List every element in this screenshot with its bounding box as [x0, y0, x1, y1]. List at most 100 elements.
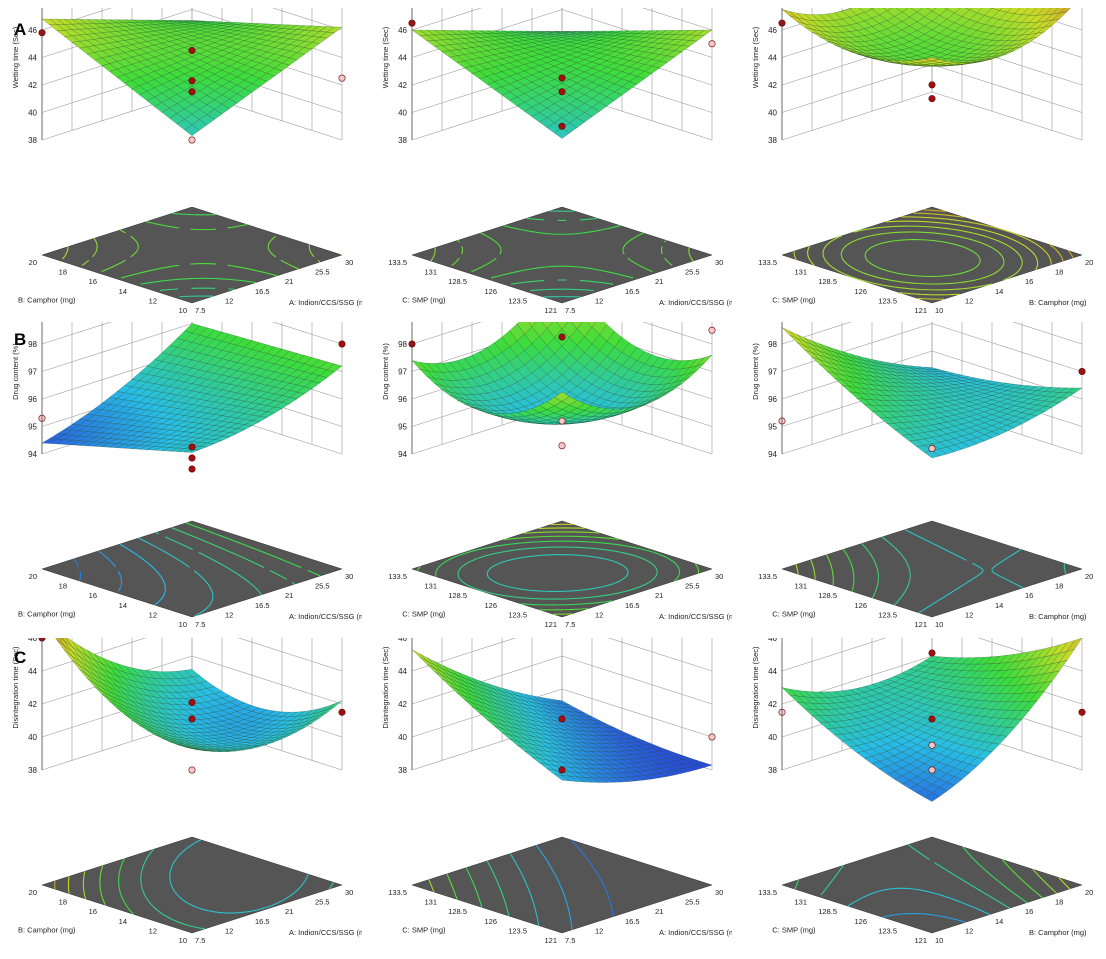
z-gridline	[41, 638, 147, 672]
contour-floor	[41, 206, 343, 304]
x-tick-label: 14	[995, 287, 1003, 296]
design-point	[928, 741, 936, 749]
plot-a2-wetting-time-a-c: 38404244464850Wetting time (Sec)7.51216.…	[372, 8, 732, 326]
plot-b2-drug-content-a-c: 949596979899100Drug content (%)7.51216.5…	[372, 322, 732, 640]
z-axis-label: Drug content (%)	[11, 343, 20, 400]
z-tick-label: 38	[28, 766, 37, 775]
contour-line	[570, 839, 614, 917]
z-tick-label: 44	[28, 54, 37, 63]
y-tick-label: 123.5	[878, 926, 897, 935]
contour-line	[138, 537, 214, 617]
plot-c2-disintegration-time-a-c: 384042444648Disintegration time (Sec)7.5…	[372, 638, 732, 956]
design-point	[558, 715, 566, 723]
z-gridline	[931, 64, 1083, 113]
z-gridline	[781, 91, 933, 141]
design-points	[38, 340, 346, 473]
contour-line	[822, 225, 1023, 291]
contour-floor	[781, 836, 1083, 934]
z-gridline	[272, 322, 343, 345]
x-tick-label: 21	[655, 277, 663, 286]
z-tick-label: 96	[768, 395, 777, 404]
y-axis-label: B: Camphor (mg)	[18, 610, 76, 619]
contour-line	[457, 546, 658, 600]
z-tick-label: 42	[398, 700, 407, 709]
x-tick-label: 12	[225, 926, 233, 935]
x-tick-label: 16	[1025, 277, 1033, 286]
y-tick-label: 128.5	[448, 591, 467, 600]
z-gridline	[272, 8, 343, 31]
x-axis-label: B: Camphor (mg)	[1029, 298, 1087, 307]
design-point	[188, 88, 196, 96]
x-tick-label: 30	[345, 258, 353, 267]
design-point	[188, 443, 196, 451]
contour-line	[465, 867, 483, 908]
contour-line	[794, 846, 1028, 904]
contour-line	[847, 887, 991, 916]
plot-c1-disintegration-time-a-b: 384042444648Disintegration time (Sec)7.5…	[2, 638, 362, 956]
surface-cell	[883, 8, 893, 12]
z-gridline	[191, 655, 343, 705]
y-tick-label: 14	[119, 287, 127, 296]
contour-line	[98, 550, 123, 592]
contour-line	[486, 860, 510, 917]
z-tick-label: 97	[28, 368, 37, 377]
contour-line	[530, 210, 594, 292]
z-tick-label: 44	[28, 667, 37, 676]
chart-area: 38404244464850Wetting time (Sec)10121416…	[751, 8, 1093, 315]
contour-line	[486, 554, 629, 592]
design-point	[928, 715, 936, 723]
y-tick-label: 14	[119, 917, 127, 926]
y-tick-label: 133.5	[388, 888, 407, 897]
y-tick-label: 20	[29, 888, 37, 897]
contour-line	[826, 554, 834, 586]
contour-lines	[430, 210, 694, 298]
contour-line	[185, 522, 321, 577]
y-tick-label: 131	[794, 898, 807, 907]
y-tick-label: 123.5	[508, 296, 527, 305]
z-gridline	[237, 638, 343, 672]
surface-cell	[184, 746, 200, 751]
contour-line	[795, 564, 799, 575]
row-label-a: A	[14, 20, 27, 39]
row-label-b: B	[14, 330, 27, 349]
x-tick-label: 12	[595, 926, 603, 935]
x-tick-label: 25.5	[315, 268, 330, 277]
z-tick-label: 40	[768, 733, 777, 742]
contour-line	[1032, 868, 1057, 894]
design-point	[558, 333, 566, 341]
x-tick-label: 16.5	[255, 287, 270, 296]
y-tick-label: 126	[854, 917, 867, 926]
design-point	[708, 40, 716, 48]
contour-floor	[411, 836, 713, 934]
z-gridline	[411, 322, 482, 345]
contour-floor	[781, 206, 1083, 304]
design-point	[1078, 708, 1086, 716]
design-point	[558, 88, 566, 96]
response-surface	[781, 327, 1083, 459]
z-gridline	[781, 322, 852, 345]
x-axis-label: A: Indion/CCS/SSG (mg)	[289, 928, 362, 937]
surface-cell	[924, 57, 940, 62]
row-label-c: C	[14, 648, 27, 667]
contour-line	[119, 543, 166, 606]
z-gridline	[561, 688, 713, 738]
plot-b3-drug-content-b-c: 949596979899100Drug content (%)101214161…	[742, 322, 1102, 640]
contour-lines	[794, 844, 1071, 923]
y-tick-label: 121	[914, 620, 927, 629]
z-gridline	[931, 323, 1083, 372]
x-tick-label: 18	[1055, 268, 1063, 277]
y-tick-label: 128.5	[818, 907, 837, 916]
surface-cell	[553, 774, 571, 782]
design-point	[338, 74, 346, 82]
contour-line	[535, 844, 573, 930]
back-wall-right	[561, 638, 713, 771]
contour-line	[430, 247, 694, 262]
z-tick-label: 42	[768, 81, 777, 90]
y-tick-label: 133.5	[758, 572, 777, 581]
x-tick-label: 12	[225, 610, 233, 619]
y-tick-label: 128.5	[448, 277, 467, 286]
y-tick-label: 128.5	[448, 907, 467, 916]
contour-lines	[781, 209, 1074, 304]
z-gridline	[607, 638, 713, 672]
y-tick-label: 121	[914, 306, 927, 315]
